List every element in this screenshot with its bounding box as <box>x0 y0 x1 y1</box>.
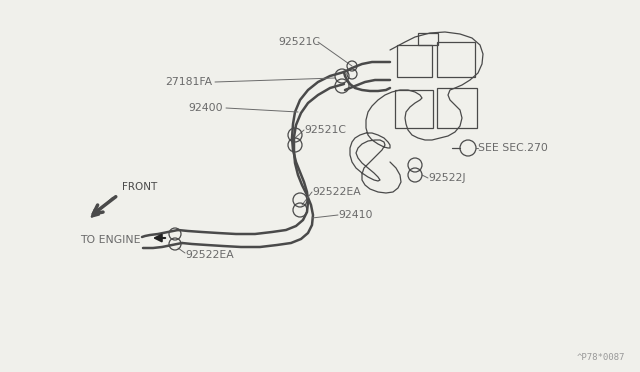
Text: 92522EA: 92522EA <box>185 250 234 260</box>
Text: TO ENGINE: TO ENGINE <box>80 235 141 245</box>
Text: 27181FA: 27181FA <box>165 77 212 87</box>
Text: 92400: 92400 <box>188 103 223 113</box>
Text: 92410: 92410 <box>338 210 372 220</box>
Bar <box>437 42 475 77</box>
Text: SEE SEC.270: SEE SEC.270 <box>478 143 548 153</box>
Text: 92521C: 92521C <box>278 37 320 47</box>
Text: FRONT: FRONT <box>122 182 157 192</box>
Bar <box>395 90 433 128</box>
Text: 92522EA: 92522EA <box>312 187 361 197</box>
Text: ^P78*0087: ^P78*0087 <box>577 353 625 362</box>
Bar <box>437 88 477 128</box>
Bar <box>418 33 438 45</box>
Text: 92522J: 92522J <box>428 173 466 183</box>
Bar <box>397 45 432 77</box>
Text: 92521C: 92521C <box>304 125 346 135</box>
